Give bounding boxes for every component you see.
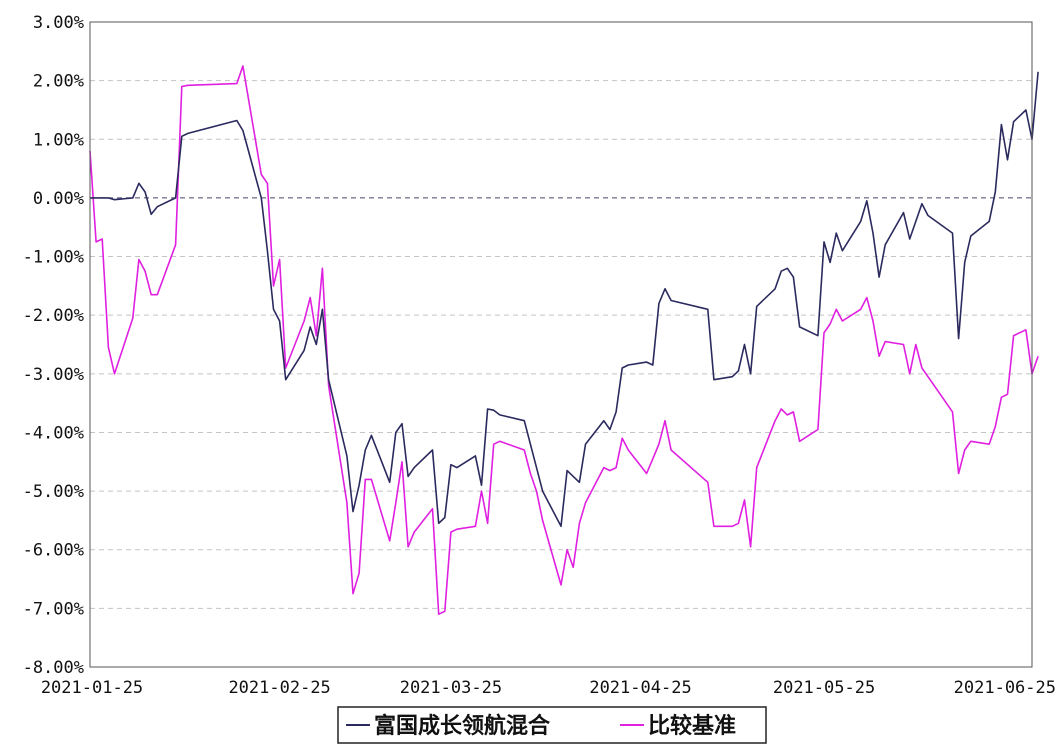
x-tick-label: 2021-06-25: [954, 678, 1056, 698]
grid-layer: [90, 80, 1032, 609]
x-tick-label: 2021-03-25: [400, 678, 502, 698]
y-tick-label: 0.00%: [33, 189, 84, 209]
x-tick-label: 2021-02-25: [228, 678, 330, 698]
y-tick-label: -2.00%: [23, 306, 84, 326]
series-layer: [89, 65, 1039, 615]
y-tick-label: 2.00%: [33, 72, 84, 92]
y-tick-label: -4.00%: [23, 423, 84, 443]
y-axis-tick-labels: 3.00% 2.00% 1.00% 0.00% -1.00% -2.00% -3.00% -4…: [23, 13, 84, 678]
series-line-fund: [90, 71, 1039, 528]
x-tick-label: 2021-05-25: [773, 678, 875, 698]
series-line-benchmark: [89, 65, 1039, 615]
legend-label-benchmark: 比较基准: [648, 713, 736, 739]
legend-label-fund: 富国成长领航混合: [374, 713, 551, 739]
x-axis-tick-labels: 2021-01-25 2021-02-25 2021-03-25 2021-04-25…: [41, 678, 1056, 698]
plot-frame: [89, 21, 1033, 668]
y-tick-label: -5.00%: [23, 482, 84, 502]
y-tick-label: 1.00%: [33, 130, 84, 150]
y-tick-label: -3.00%: [23, 365, 84, 385]
legend-box: [337, 706, 767, 744]
x-tick-label: 2021-04-25: [589, 678, 691, 698]
y-tick-label: -7.00%: [23, 599, 84, 619]
y-tick-label: 3.00%: [33, 13, 84, 33]
x-tick-label: 2021-01-25: [41, 678, 143, 698]
legend: 富国成长领航混合 比较基准: [337, 706, 767, 744]
y-tick-label: -8.00%: [23, 658, 84, 678]
y-tick-label: -6.00%: [23, 541, 84, 561]
y-tick-label: -1.00%: [23, 248, 84, 268]
